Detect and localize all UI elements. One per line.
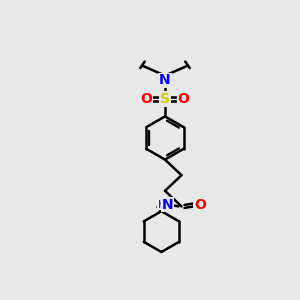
Text: H: H: [158, 200, 166, 210]
Text: N: N: [161, 198, 173, 212]
Text: S: S: [160, 92, 170, 106]
Text: O: O: [194, 198, 206, 212]
Text: O: O: [178, 92, 190, 106]
Text: O: O: [140, 92, 152, 106]
Text: N: N: [159, 74, 171, 87]
